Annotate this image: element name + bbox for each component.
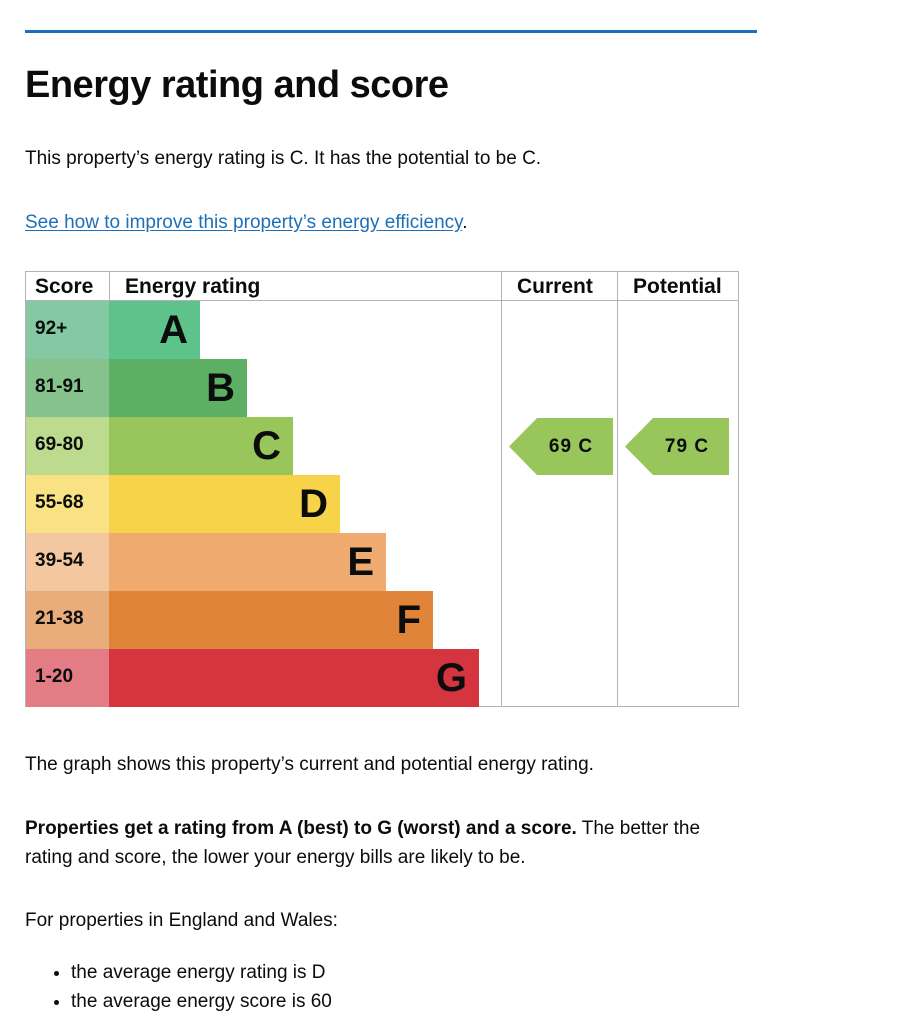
- band-letter: F: [396, 598, 421, 642]
- band-letter: C: [252, 424, 281, 468]
- energy-rating-column-header: Energy rating: [125, 275, 261, 298]
- band-letter: E: [347, 540, 374, 584]
- england-wales-intro: For properties in England and Wales:: [25, 910, 338, 931]
- band-bar-g: G: [109, 649, 479, 707]
- link-trailing-period: .: [462, 212, 468, 233]
- potential-column-header: Potential: [633, 275, 722, 298]
- current-rating-marker: [509, 418, 613, 475]
- band-score-range: 39-54: [26, 533, 109, 591]
- band-score-range: 81-91: [26, 359, 109, 417]
- rating-explanation-bold: Properties get a rating from A (best) to…: [25, 818, 577, 839]
- current-rating-label: 69 C: [548, 436, 594, 457]
- band-score-range: 1-20: [26, 649, 109, 707]
- improve-efficiency-link[interactable]: See how to improve this property’s energ…: [25, 212, 463, 233]
- band-bar-a: A: [109, 301, 200, 359]
- band-bar-c: C: [109, 417, 293, 475]
- band-letter: G: [435, 656, 467, 700]
- band-bar-e: E: [109, 533, 386, 591]
- potential-column-divider: [617, 272, 618, 706]
- potential-rating-label: 79 C: [664, 436, 710, 457]
- band-letter: A: [159, 308, 188, 352]
- band-score-range: 69-80: [26, 417, 109, 475]
- band-bar-f: F: [109, 591, 433, 649]
- current-column-divider: [501, 272, 502, 706]
- band-bar-d: D: [109, 475, 340, 533]
- band-bar-b: B: [109, 359, 247, 417]
- band-letter: D: [299, 482, 328, 526]
- average-rating-item: the average energy rating is D: [71, 958, 332, 987]
- average-score-item: the average energy score is 60: [71, 987, 332, 1016]
- rating-summary: This property’s energy rating is C. It h…: [25, 148, 542, 169]
- header-divider: [26, 300, 738, 301]
- graph-description: The graph shows this property’s current …: [25, 754, 594, 775]
- page-title: Energy rating and score: [25, 64, 449, 106]
- band-score-range: 92+: [26, 301, 109, 359]
- potential-rating-marker: [625, 418, 729, 475]
- section-divider: [25, 30, 757, 33]
- improve-paragraph: See how to improve this property’s energ…: [25, 208, 468, 237]
- rating-explanation: Properties get a rating from A (best) to…: [25, 814, 745, 872]
- rating-explanation-rest: The better the rating and score, the low…: [25, 818, 701, 868]
- band-score-range: 55-68: [26, 475, 109, 533]
- current-column-header: Current: [517, 275, 593, 298]
- band-letter: B: [206, 366, 235, 410]
- averages-list: the average energy rating is D the avera…: [25, 958, 332, 1016]
- band-score-range: 21-38: [26, 591, 109, 649]
- energy-rating-chart: Score Energy rating Current Potential 92…: [25, 271, 739, 707]
- score-column-header: Score: [35, 275, 94, 298]
